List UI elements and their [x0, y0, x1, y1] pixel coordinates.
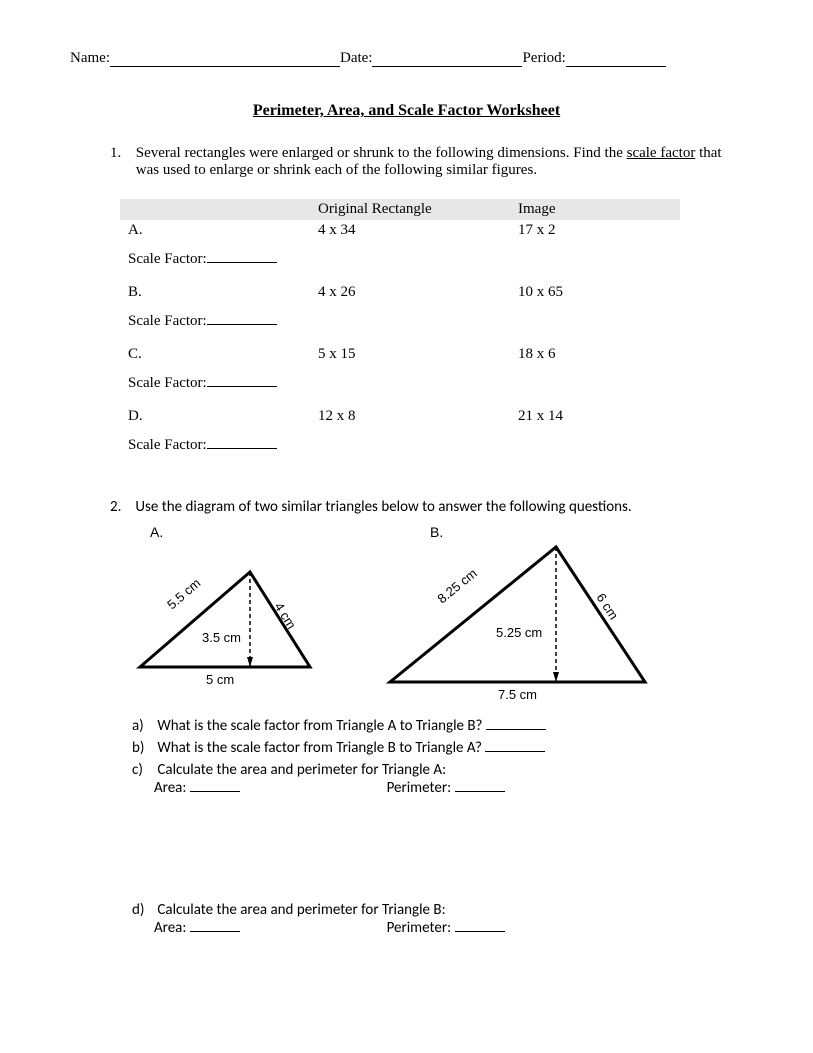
sf-label: Scale Factor:: [128, 251, 207, 267]
sub-a-blank[interactable]: [486, 729, 546, 730]
sf-blank[interactable]: [207, 262, 277, 263]
q1-underlined: scale factor: [627, 145, 696, 161]
table-header-row: Original Rectangle Image: [120, 199, 680, 220]
header-line: Name: Date: Period:: [70, 50, 743, 67]
period-label: Period:: [522, 50, 565, 67]
date-label: Date:: [340, 50, 372, 67]
sub-c-text: Calculate the area and perimeter for Tri…: [157, 761, 446, 779]
triangle-b-base: 7.5 cm: [498, 687, 537, 702]
area-label: Area:: [154, 919, 190, 937]
sf-label: Scale Factor:: [128, 375, 207, 391]
sub-d-answers: Area: Perimeter:: [154, 919, 743, 937]
sf-label: Scale Factor:: [128, 437, 207, 453]
triangle-b-height: 5.25 cm: [496, 625, 542, 640]
name-blank[interactable]: [110, 50, 340, 67]
triangle-b-right-side: 6 cm: [593, 590, 621, 622]
date-blank[interactable]: [372, 50, 522, 67]
area-blank-d[interactable]: [190, 931, 240, 932]
worksheet-title: Perimeter, Area, and Scale Factor Worksh…: [70, 102, 743, 120]
sub-c-answers: Area: Perimeter:: [154, 779, 743, 797]
th-blank: [120, 199, 310, 220]
question-2: 2. Use the diagram of two similar triang…: [110, 498, 743, 516]
sub-b-letter: b): [132, 739, 154, 757]
table-row: D. 12 x 8 21 x 14: [120, 406, 680, 427]
sub-b-blank[interactable]: [485, 751, 545, 752]
sub-d-letter: d): [132, 901, 154, 919]
table-row: B. 4 x 26 10 x 65: [120, 282, 680, 303]
sub-a-letter: a): [132, 717, 154, 735]
row-original: 12 x 8: [310, 406, 510, 427]
triangle-b-left-side: 8.25 cm: [434, 566, 479, 607]
row-original: 4 x 26: [310, 282, 510, 303]
perimeter-blank-d[interactable]: [455, 931, 505, 932]
row-label: A.: [120, 220, 310, 241]
perimeter-label: Perimeter:: [387, 919, 455, 937]
row-image: 10 x 65: [510, 282, 680, 303]
period-blank[interactable]: [566, 50, 666, 67]
triangle-b-svg: 8.25 cm 6 cm 5.25 cm 7.5 cm: [370, 542, 680, 702]
table-row: C. 5 x 15 18 x 6: [120, 344, 680, 365]
sf-blank[interactable]: [207, 324, 277, 325]
sub-c-letter: c): [132, 761, 154, 779]
sf-label: Scale Factor:: [128, 313, 207, 329]
th-original: Original Rectangle: [310, 199, 510, 220]
th-image: Image: [510, 199, 680, 220]
perimeter-blank-c[interactable]: [455, 791, 505, 792]
scale-factor-row: Scale Factor:: [120, 303, 680, 344]
row-label: D.: [120, 406, 310, 427]
sub-b-text: What is the scale factor from Triangle B…: [157, 739, 485, 757]
triangle-diagrams: A. 5.5 cm 4 cm 3.5 cm 5 cm B. 8.25 cm 6 …: [110, 524, 743, 707]
row-image: 21 x 14: [510, 406, 680, 427]
triangle-b-box: B. 8.25 cm 6 cm 5.25 cm 7.5 cm: [370, 524, 680, 707]
q1-number: 1.: [110, 145, 132, 162]
triangle-a-height: 3.5 cm: [202, 630, 241, 645]
sub-a-text: What is the scale factor from Triangle A…: [157, 717, 485, 735]
area-blank-c[interactable]: [190, 791, 240, 792]
sub-d-text: Calculate the area and perimeter for Tri…: [157, 901, 445, 919]
subquestion-d: d) Calculate the area and perimeter for …: [132, 901, 743, 919]
triangle-a-right-side: 4 cm: [271, 600, 299, 632]
scale-factor-row: Scale Factor:: [120, 427, 680, 468]
row-original: 5 x 15: [310, 344, 510, 365]
sf-blank[interactable]: [207, 386, 277, 387]
sf-blank[interactable]: [207, 448, 277, 449]
table-row: A. 4 x 34 17 x 2: [120, 220, 680, 241]
subquestion-a: a) What is the scale factor from Triangl…: [132, 717, 743, 735]
triangle-a-box: A. 5.5 cm 4 cm 3.5 cm 5 cm: [110, 524, 340, 707]
name-label: Name:: [70, 50, 110, 67]
row-original: 4 x 34: [310, 220, 510, 241]
triangle-b-label: B.: [430, 524, 680, 540]
q1-table-wrap: Original Rectangle Image A. 4 x 34 17 x …: [120, 199, 743, 468]
subquestion-b: b) What is the scale factor from Triangl…: [132, 739, 743, 757]
q2-number: 2.: [110, 498, 132, 516]
q1-text-before: Several rectangles were enlarged or shru…: [136, 145, 627, 161]
row-label: B.: [120, 282, 310, 303]
triangle-a-left-side: 5.5 cm: [164, 575, 203, 612]
scale-factor-row: Scale Factor:: [120, 365, 680, 406]
q2-text: Use the diagram of two similar triangles…: [135, 498, 631, 516]
triangle-a-label: A.: [150, 524, 340, 540]
row-label: C.: [120, 344, 310, 365]
question-1: 1. Several rectangles were enlarged or s…: [110, 145, 743, 179]
q1-table: Original Rectangle Image A. 4 x 34 17 x …: [120, 199, 680, 468]
row-image: 18 x 6: [510, 344, 680, 365]
scale-factor-row: Scale Factor:: [120, 241, 680, 282]
area-label: Area:: [154, 779, 190, 797]
triangle-a-svg: 5.5 cm 4 cm 3.5 cm 5 cm: [110, 542, 340, 692]
q1-text: Several rectangles were enlarged or shru…: [136, 145, 736, 179]
perimeter-label: Perimeter:: [387, 779, 455, 797]
row-image: 17 x 2: [510, 220, 680, 241]
subquestion-c: c) Calculate the area and perimeter for …: [132, 761, 743, 779]
triangle-a-base: 5 cm: [206, 672, 234, 687]
